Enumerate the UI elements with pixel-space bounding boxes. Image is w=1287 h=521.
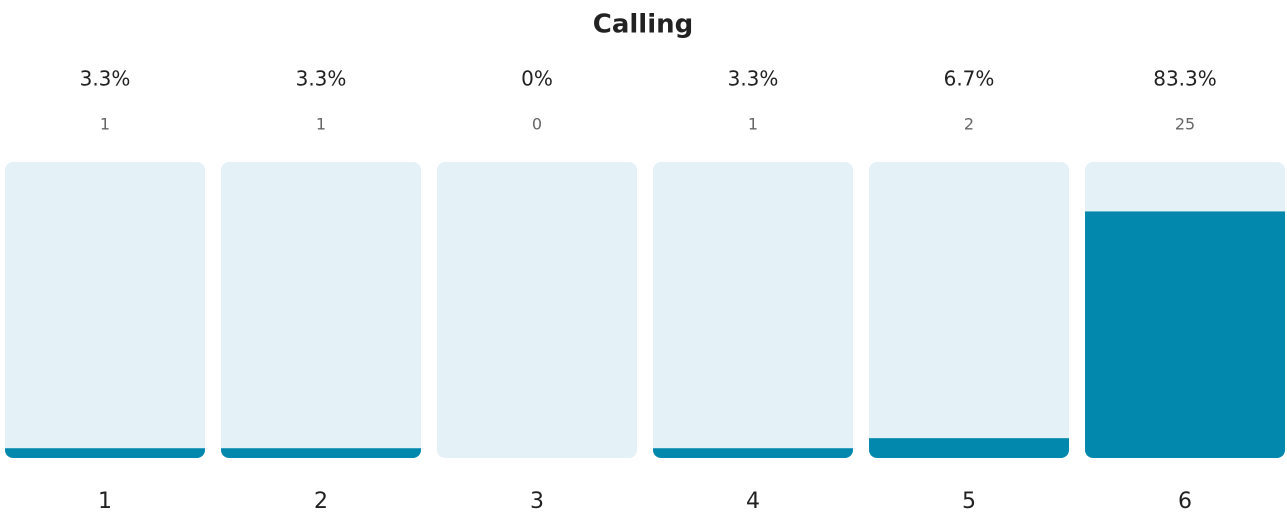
value-label: 83.3% [1153,67,1217,91]
value-label: 3.3% [80,67,131,91]
bar-track [437,162,637,458]
bar-track [653,162,853,458]
count-label: 1 [748,115,758,134]
value-label: 0% [521,67,553,91]
bar [869,438,1069,458]
value-label: 3.3% [728,67,779,91]
bar-track [869,162,1069,458]
count-label: 2 [964,115,974,134]
x-tick-label: 3 [530,489,544,514]
value-label: 3.3% [296,67,347,91]
bar [1085,211,1285,458]
x-tick-label: 4 [746,489,760,514]
count-label: 1 [316,115,326,134]
bar [5,448,205,458]
bar-track [221,162,421,458]
bar-track [5,162,205,458]
bar [221,448,421,458]
count-label: 25 [1175,115,1195,134]
x-tick-label: 1 [98,489,112,514]
count-label: 1 [100,115,110,134]
count-label: 0 [532,115,542,134]
value-label: 6.7% [944,67,995,91]
x-tick-label: 6 [1178,489,1192,514]
x-tick-label: 5 [962,489,976,514]
x-tick-label: 2 [314,489,328,514]
bar [653,448,853,458]
chart-title: Calling [593,10,693,40]
